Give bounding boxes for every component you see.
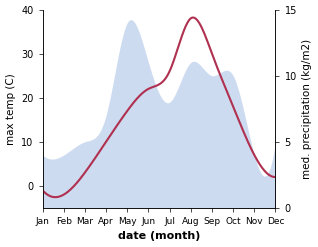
X-axis label: date (month): date (month) — [118, 231, 200, 242]
Y-axis label: max temp (C): max temp (C) — [5, 73, 16, 144]
Y-axis label: med. precipitation (kg/m2): med. precipitation (kg/m2) — [302, 39, 313, 179]
